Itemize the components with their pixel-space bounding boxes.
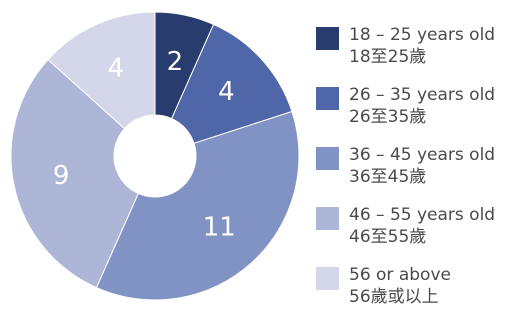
data-label-46-55: 9 [53, 161, 70, 191]
legend-item-36-45: 36 – 45 years old 36至45歲 [316, 144, 508, 192]
legend-swatch-36-45 [316, 147, 339, 170]
legend-label-zh-46-55: 46至55歲 [349, 227, 427, 247]
legend-label-zh-18-25: 18至25歲 [349, 47, 427, 67]
donut-chart: 2 4 11 9 4 [10, 11, 300, 301]
donut-data-labels: 2 4 11 9 4 [53, 47, 236, 242]
data-label-18-25: 2 [167, 47, 184, 77]
data-label-36-45: 11 [203, 212, 236, 242]
legend-label-26-35: 26 – 35 years old [349, 85, 496, 105]
legend-label-zh-36-45: 36至45歲 [349, 167, 427, 187]
legend-item-56-above: 56 or above 56歲或以上 [316, 264, 508, 312]
legend-swatch-46-55 [316, 207, 339, 230]
legend-label-zh-26-35: 26至35歲 [349, 107, 427, 127]
slice-56-above [47, 11, 156, 130]
legend-label-36-45: 36 – 45 years old [349, 145, 496, 165]
donut-slices [10, 11, 300, 301]
slice-36-45 [95, 110, 300, 301]
data-label-26-35: 4 [218, 77, 235, 107]
data-label-56-above: 4 [108, 53, 125, 83]
legend-label-zh-56-above: 56歲或以上 [349, 287, 439, 307]
legend-swatch-26-35 [316, 87, 339, 110]
slice-26-35 [171, 23, 293, 144]
legend-item-18-25: 18 – 25 years old 18至25歲 [316, 24, 508, 72]
chart-legend: 18 – 25 years old 18至25歲 26 – 35 years o… [316, 24, 508, 312]
legend-item-46-55: 46 – 55 years old 46至55歲 [316, 204, 508, 252]
legend-swatch-18-25 [316, 27, 339, 50]
legend-label-46-55: 46 – 55 years old [349, 205, 496, 225]
legend-label-18-25: 18 – 25 years old [349, 25, 496, 45]
legend-swatch-56-above [316, 267, 339, 290]
legend-label-56-above: 56 or above [349, 265, 451, 285]
slice-46-55 [10, 58, 139, 289]
legend-item-26-35: 26 – 35 years old 26至35歲 [316, 84, 508, 132]
